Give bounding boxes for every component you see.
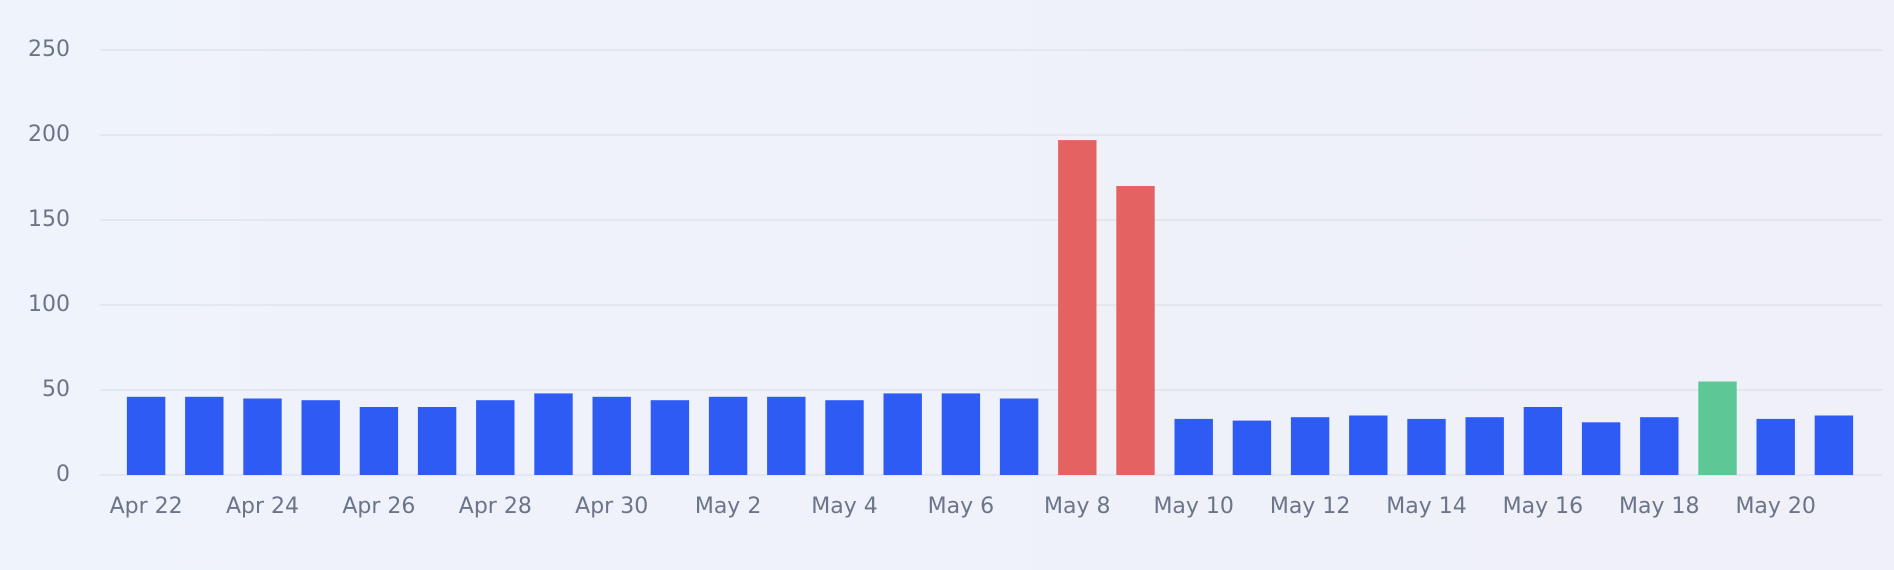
bar: [1523, 407, 1563, 475]
bar: [825, 400, 864, 475]
y-tick-label: 200: [28, 122, 70, 147]
x-tick-label: Apr 30: [575, 494, 648, 519]
bar: [1407, 418, 1446, 475]
bar: [1232, 420, 1272, 475]
bar: [534, 393, 573, 475]
bar: [592, 396, 631, 475]
bar: [941, 393, 981, 475]
y-tick-label: 50: [42, 377, 70, 402]
bar: [1581, 422, 1621, 475]
y-tick-label: 100: [28, 292, 70, 317]
bar: [650, 400, 690, 475]
bar: [476, 400, 515, 475]
bar: [126, 396, 166, 475]
x-tick-label: May 4: [811, 494, 877, 519]
x-tick-label: May 2: [695, 494, 761, 519]
bar: [185, 396, 224, 475]
x-tick-label: Apr 28: [459, 494, 532, 519]
bar: [883, 393, 922, 475]
x-tick-label: May 14: [1386, 494, 1466, 519]
x-tick-label: Apr 24: [226, 494, 299, 519]
bar: [1465, 417, 1504, 475]
bar: [1290, 417, 1330, 475]
bar: [1116, 186, 1155, 475]
bar: [1756, 418, 1795, 475]
x-tick-label: May 10: [1153, 494, 1233, 519]
bar: [243, 398, 282, 475]
x-tick-label: May 18: [1619, 494, 1699, 519]
bar: [1058, 140, 1097, 475]
y-tick-label: 0: [56, 462, 70, 487]
x-tick-label: May 6: [928, 494, 994, 519]
bar: [999, 398, 1039, 475]
bar: [359, 407, 399, 475]
bar: [1814, 415, 1854, 475]
bar: [767, 396, 806, 475]
x-tick-label: Apr 26: [342, 494, 415, 519]
bar: [1349, 415, 1388, 475]
x-tick-label: May 12: [1270, 494, 1350, 519]
bar: [1640, 417, 1679, 475]
bar: [1698, 381, 1737, 475]
bar: [1174, 418, 1213, 475]
bar: [417, 407, 457, 475]
bar: [301, 400, 340, 475]
bar: [708, 396, 748, 475]
y-tick-label: 250: [28, 37, 70, 62]
x-tick-label: May 16: [1503, 494, 1583, 519]
x-tick-label: Apr 22: [110, 494, 183, 519]
x-tick-label: May 20: [1735, 494, 1815, 519]
y-tick-label: 150: [28, 207, 70, 232]
x-tick-label: May 8: [1044, 494, 1110, 519]
